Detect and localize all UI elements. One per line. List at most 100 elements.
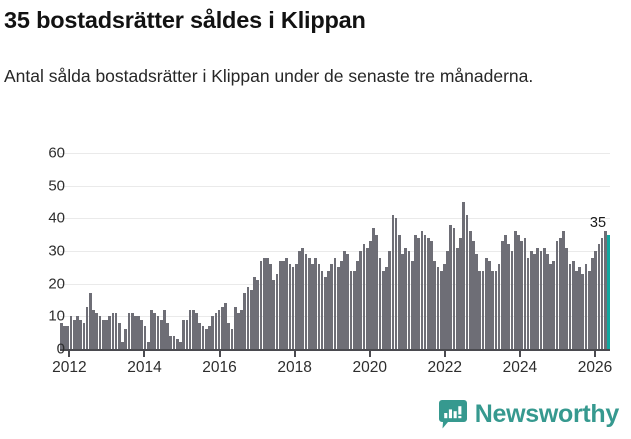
bar[interactable] (443, 264, 446, 349)
bar[interactable] (224, 303, 227, 349)
bar[interactable] (536, 247, 540, 349)
bar[interactable] (130, 313, 134, 349)
bar[interactable] (507, 244, 511, 349)
bar[interactable] (233, 306, 237, 349)
bar[interactable] (237, 313, 240, 349)
bar[interactable] (587, 270, 591, 349)
bar[interactable] (208, 326, 211, 349)
bar[interactable] (262, 257, 266, 349)
bar[interactable] (578, 267, 581, 349)
bar[interactable] (121, 342, 124, 349)
bar[interactable] (381, 270, 385, 349)
bar[interactable] (69, 316, 73, 349)
bar[interactable] (410, 260, 414, 349)
bar[interactable] (549, 264, 552, 349)
bar[interactable] (211, 316, 214, 349)
bar[interactable] (603, 231, 607, 349)
bar[interactable] (217, 309, 221, 349)
bar[interactable] (307, 257, 311, 349)
bar[interactable] (85, 306, 89, 349)
bar[interactable] (114, 313, 118, 349)
bar[interactable] (446, 251, 449, 349)
bar[interactable] (72, 319, 76, 349)
bar[interactable] (452, 228, 456, 349)
bar[interactable] (191, 309, 195, 349)
bar[interactable] (584, 264, 588, 349)
bar[interactable] (594, 251, 598, 349)
bar[interactable] (426, 237, 430, 349)
bar[interactable] (105, 319, 108, 349)
bar[interactable] (272, 280, 276, 349)
bar[interactable] (407, 251, 411, 349)
bar[interactable] (571, 260, 575, 349)
bar[interactable] (163, 309, 166, 349)
bar[interactable] (304, 254, 308, 349)
bar[interactable] (249, 290, 253, 349)
bar[interactable] (150, 309, 153, 349)
bar[interactable] (60, 322, 63, 349)
bar[interactable] (552, 260, 556, 349)
bar[interactable] (188, 309, 192, 349)
bar[interactable] (108, 316, 111, 349)
bar[interactable] (497, 264, 501, 349)
bar[interactable] (568, 264, 572, 349)
bar[interactable] (504, 234, 507, 349)
bar[interactable] (311, 264, 314, 349)
bar[interactable] (214, 313, 218, 349)
bar[interactable] (468, 231, 472, 349)
bar[interactable] (433, 260, 437, 349)
bar[interactable] (513, 231, 517, 349)
bar[interactable] (472, 241, 475, 349)
bar[interactable] (462, 202, 466, 349)
bar[interactable] (330, 264, 334, 349)
bar[interactable] (117, 322, 121, 349)
bar[interactable] (230, 329, 234, 349)
bar[interactable] (153, 313, 157, 349)
bar[interactable] (101, 319, 105, 349)
bar[interactable] (391, 215, 395, 349)
bar[interactable] (349, 270, 353, 349)
bar[interactable] (372, 228, 375, 349)
bar[interactable] (539, 251, 543, 349)
bar[interactable] (494, 270, 498, 349)
bar[interactable] (323, 277, 327, 349)
bar[interactable] (88, 293, 92, 349)
bar[interactable] (369, 241, 372, 349)
bar[interactable] (481, 270, 485, 349)
bar[interactable] (301, 247, 305, 349)
bar[interactable] (340, 260, 343, 349)
bar[interactable] (63, 326, 66, 349)
bar[interactable] (288, 264, 292, 349)
bar[interactable] (375, 234, 379, 349)
bar[interactable] (146, 342, 150, 349)
bar[interactable] (140, 319, 144, 349)
bar[interactable] (397, 234, 401, 349)
bar[interactable] (449, 224, 453, 349)
bar[interactable] (253, 277, 256, 349)
bar[interactable] (127, 313, 131, 349)
bar[interactable] (510, 251, 514, 349)
bar[interactable] (92, 309, 95, 349)
bar[interactable] (134, 316, 137, 349)
bar[interactable] (320, 270, 324, 349)
bar[interactable] (204, 329, 208, 349)
bar[interactable] (491, 270, 495, 349)
bar[interactable] (182, 319, 186, 349)
bar[interactable] (414, 234, 417, 349)
bar[interactable] (278, 260, 282, 349)
bar[interactable] (455, 247, 459, 349)
bar[interactable] (394, 218, 398, 349)
bar[interactable] (423, 234, 427, 349)
bar[interactable] (529, 251, 533, 349)
bar[interactable] (111, 313, 115, 349)
bar[interactable] (359, 251, 363, 349)
bar[interactable] (317, 264, 321, 349)
bar[interactable] (256, 280, 260, 349)
bar[interactable] (98, 316, 102, 349)
bar[interactable] (266, 257, 269, 349)
bar[interactable] (259, 260, 263, 349)
bar[interactable] (356, 260, 359, 349)
bar[interactable] (285, 257, 289, 349)
bar[interactable] (352, 270, 356, 349)
bar[interactable] (282, 260, 285, 349)
